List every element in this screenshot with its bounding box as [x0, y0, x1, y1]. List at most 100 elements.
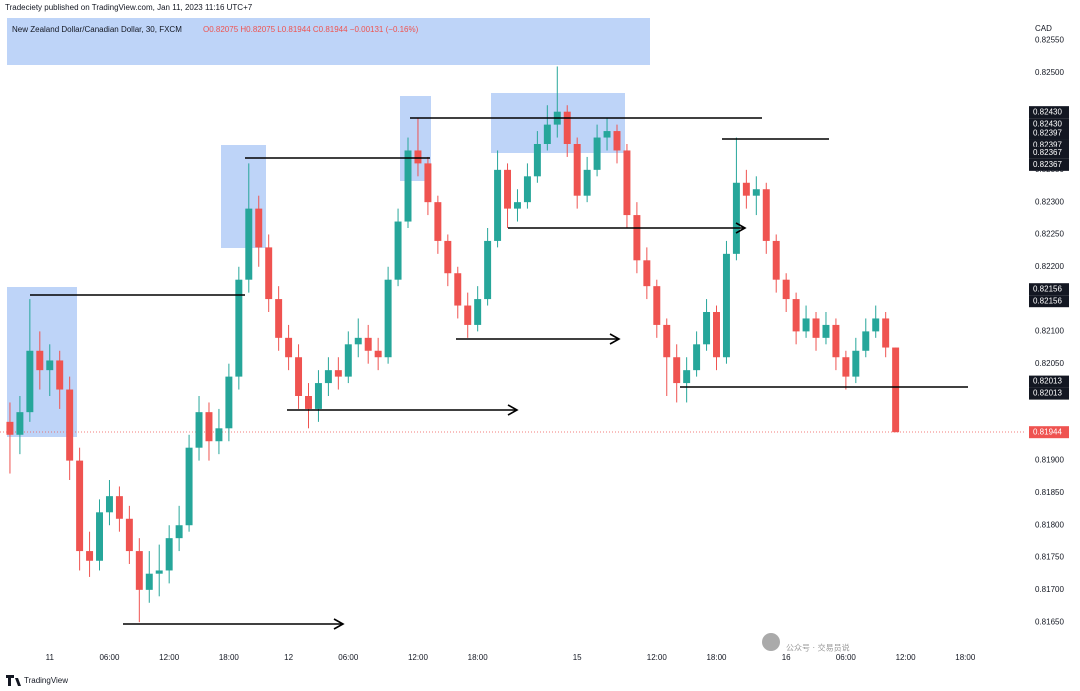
- price-tag: [1029, 375, 1069, 388]
- candle-body: [66, 389, 74, 461]
- candle-body: [504, 169, 512, 209]
- candle-body: [663, 324, 671, 358]
- price-tag: [1029, 387, 1069, 400]
- candle-body: [404, 150, 412, 222]
- x-tick-label: 18:00: [468, 653, 489, 662]
- candle-body: [215, 428, 223, 442]
- price-tag: [1029, 426, 1069, 439]
- y-tick-label: 0.82500: [1035, 68, 1064, 77]
- x-tick-label: 16: [782, 653, 791, 662]
- candle-body: [842, 357, 850, 377]
- candle-body: [205, 412, 213, 442]
- y-tick-label: 0.82200: [1035, 262, 1064, 271]
- candle-body: [643, 260, 651, 287]
- candle-body: [792, 299, 800, 332]
- candle-body: [255, 208, 263, 248]
- candle-body: [772, 240, 780, 280]
- candle-body: [354, 337, 362, 345]
- candle-body: [165, 538, 173, 571]
- candle-body: [334, 370, 342, 377]
- candle-body: [852, 350, 860, 377]
- candle-body: [344, 344, 352, 377]
- y-tick-label: 0.81850: [1035, 488, 1064, 497]
- x-tick-label: 18:00: [706, 653, 727, 662]
- candle-body: [185, 447, 193, 526]
- currency: CAD: [1035, 24, 1052, 33]
- candle-body: [513, 202, 521, 209]
- candle-body: [454, 273, 462, 306]
- candles: [6, 66, 900, 623]
- price-tag-label: 0.82397: [1033, 129, 1062, 138]
- candle-body: [384, 279, 392, 358]
- x-tick-label: 06:00: [99, 653, 120, 662]
- candle-body: [245, 208, 253, 280]
- price-tag-label: 0.82013: [1033, 377, 1062, 386]
- x-tick-label: 18:00: [219, 653, 240, 662]
- candle-body: [76, 460, 84, 552]
- wechat-icon: [762, 633, 780, 651]
- candle-body: [713, 312, 720, 358]
- candle-body: [802, 318, 810, 332]
- x-tick-label: 11: [46, 653, 55, 662]
- candle-body: [96, 512, 103, 561]
- symbol: New Zealand Dollar/Canadian Dollar, 30, …: [12, 25, 182, 34]
- brand: TradingView: [24, 676, 68, 685]
- ohlc-info: O0.82075 H0.82075 L0.81944 C0.81944 −0.0…: [203, 25, 419, 34]
- price-tag: [1029, 158, 1069, 171]
- candle-body: [872, 318, 880, 332]
- price-tag-label: 0.82156: [1033, 296, 1062, 305]
- candle-body: [115, 496, 123, 519]
- x-tick-label: 12:00: [647, 653, 668, 662]
- price-tag-label: 0.82430: [1033, 107, 1062, 116]
- candle-body: [484, 240, 492, 300]
- candle-body: [235, 279, 243, 377]
- candle-body: [145, 573, 153, 590]
- candle-body: [275, 299, 283, 338]
- candle-body: [742, 182, 750, 196]
- candle-body: [175, 525, 183, 539]
- y-tick-label: 0.82550: [1035, 36, 1064, 45]
- candle-body: [46, 360, 54, 371]
- candle-body: [603, 131, 611, 138]
- x-tick-label: 12:00: [896, 653, 917, 662]
- candle-body: [394, 221, 402, 280]
- candle-body: [26, 350, 34, 413]
- candle-body: [155, 570, 163, 574]
- candle-body: [673, 357, 681, 384]
- candle-body: [892, 347, 900, 433]
- candle-body: [583, 169, 591, 196]
- candle-body: [295, 357, 303, 396]
- candle-body: [474, 299, 482, 325]
- candle-body: [324, 370, 332, 384]
- price-tag: [1029, 127, 1069, 140]
- price-tag: [1029, 106, 1069, 119]
- price-tag-label: 0.81944: [1033, 427, 1062, 436]
- candle-body: [752, 189, 760, 196]
- candle-body: [56, 360, 64, 390]
- candle-body: [533, 144, 541, 177]
- candle-body: [722, 253, 730, 358]
- candle-body: [225, 376, 233, 429]
- candle-body: [414, 150, 422, 164]
- candle-body: [16, 412, 24, 435]
- candle-body: [464, 305, 472, 325]
- candle-body: [543, 124, 551, 144]
- candle-body: [782, 279, 790, 300]
- candle-body: [125, 518, 133, 552]
- candle-body: [374, 350, 382, 358]
- candle-body: [105, 496, 113, 513]
- candle-body: [314, 383, 322, 409]
- candle-body: [653, 286, 661, 325]
- candle-body: [36, 350, 44, 371]
- y-tick-label: 0.81900: [1035, 456, 1064, 465]
- price-tag-label: 0.82367: [1033, 148, 1062, 157]
- candle-body: [424, 163, 432, 203]
- x-tick-label: 12: [284, 653, 293, 662]
- x-tick-label: 18:00: [955, 653, 976, 662]
- candle-body: [494, 169, 502, 241]
- candle-body: [434, 202, 442, 241]
- info-zone: [7, 18, 650, 65]
- price-tag: [1029, 295, 1069, 308]
- candle-body: [6, 421, 14, 435]
